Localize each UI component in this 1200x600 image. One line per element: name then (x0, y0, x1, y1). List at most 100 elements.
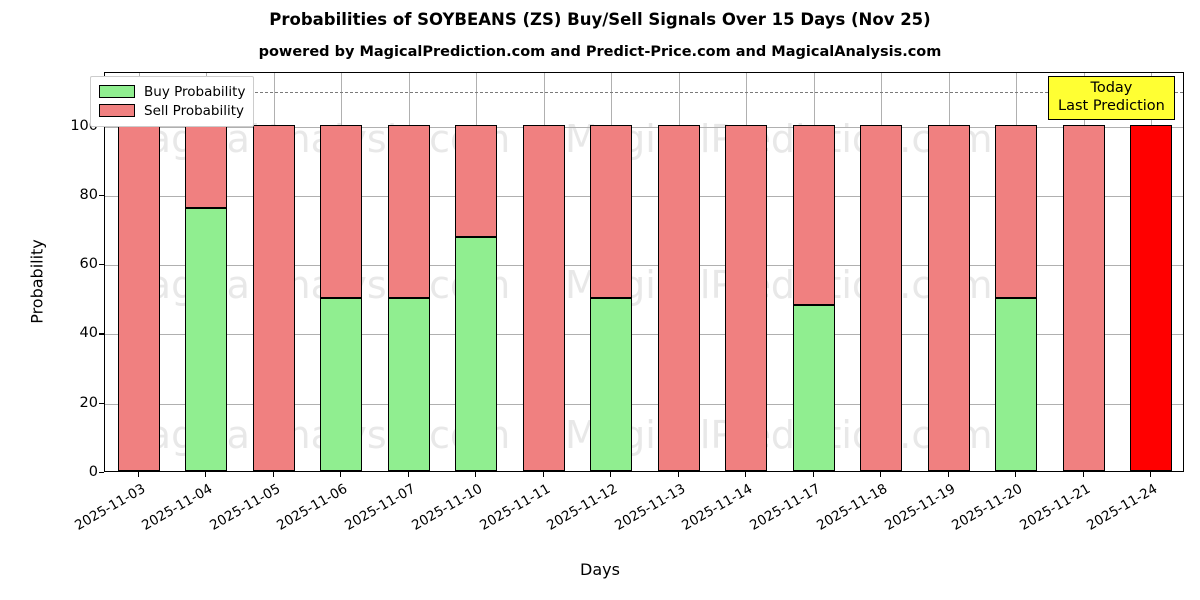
x-tick-label: 2025-11-07 (341, 480, 418, 534)
bar-group[interactable] (252, 73, 295, 471)
x-tick-label: 2025-11-06 (274, 480, 351, 534)
gridline-horizontal (105, 265, 1183, 267)
today-annotation: Today Last Prediction (1048, 76, 1175, 121)
bar-segment-buy[interactable] (185, 207, 228, 471)
x-tick-mark (610, 472, 612, 477)
bar-group[interactable] (657, 73, 700, 471)
bar-segment-buy[interactable] (320, 297, 363, 471)
bar-segment-sell[interactable] (725, 124, 768, 471)
gridline-horizontal (105, 195, 1183, 197)
y-tick-mark (99, 194, 104, 197)
y-tick-mark (99, 333, 104, 335)
bar-segment-sell[interactable] (792, 124, 835, 305)
bar-segment-buy[interactable] (455, 237, 498, 471)
legend-item-sell: Sell Probability (99, 101, 245, 120)
bar-group[interactable] (185, 73, 228, 471)
y-tick-label: 0 (88, 464, 98, 480)
y-tick-mark (99, 264, 104, 266)
bar-group[interactable] (725, 73, 768, 471)
bar-segment-sell[interactable] (185, 124, 228, 208)
x-tick-label: 2025-11-13 (611, 480, 688, 534)
x-tick-mark (880, 472, 882, 477)
bar-segment-sell[interactable] (995, 124, 1038, 298)
x-tick-label: 2025-11-18 (814, 480, 891, 534)
x-tick-label: 2025-11-17 (746, 480, 823, 534)
bar-segment-sell[interactable] (1062, 124, 1105, 471)
x-tick-label: 2025-11-14 (679, 480, 756, 534)
bar-segment-sell[interactable] (455, 124, 498, 238)
bar-group[interactable] (522, 73, 565, 471)
x-tick-mark (475, 472, 477, 477)
x-axis-label: Days (580, 560, 620, 579)
bar-segment-sell[interactable] (657, 124, 700, 471)
x-tick-label: 2025-11-24 (1084, 480, 1161, 534)
bar-segment-sell[interactable] (927, 124, 970, 471)
y-tick-mark (99, 402, 104, 404)
x-tick-mark (137, 472, 139, 477)
bar-group[interactable] (117, 73, 160, 471)
y-tick-label: 20 (79, 394, 98, 411)
x-tick-mark (407, 472, 409, 477)
y-axis-label: Probability (27, 239, 47, 324)
x-tick-label: 2025-11-05 (206, 480, 283, 534)
page-title: Probabilities of SOYBEANS (ZS) Buy/Sell … (269, 10, 931, 29)
bar-segment-sell[interactable] (590, 124, 633, 298)
bar-segment-buy[interactable] (792, 304, 835, 471)
x-tick-label: 2025-11-12 (544, 480, 621, 534)
bar-segment-sell[interactable] (320, 124, 363, 298)
threshold-dashed-line (105, 92, 1183, 94)
gridline-horizontal (105, 334, 1183, 336)
gridline-horizontal (105, 126, 1183, 128)
bar-segment-sell[interactable] (387, 124, 430, 298)
bar-group[interactable] (455, 73, 498, 471)
bar-group[interactable] (590, 73, 633, 471)
x-tick-label: 2025-11-19 (881, 480, 958, 534)
bar-segment-sell[interactable] (522, 124, 565, 471)
bar-segment-today[interactable] (1130, 124, 1173, 471)
watermark-text: MagicalAnalysis.com (115, 263, 511, 307)
gridline-horizontal (105, 403, 1183, 405)
chart-subtitle: powered by MagicalPrediction.com and Pre… (258, 44, 942, 60)
bar-group[interactable] (1062, 73, 1105, 471)
bar-group[interactable] (792, 73, 835, 471)
y-tick-label: 40 (79, 325, 98, 342)
bar-segment-sell[interactable] (252, 124, 295, 471)
x-tick-mark (1150, 472, 1152, 477)
legend-label-buy: Buy Probability (144, 83, 246, 100)
bar-segment-sell[interactable] (860, 124, 903, 471)
bar-group[interactable] (995, 73, 1038, 471)
x-tick-label: 2025-11-10 (409, 480, 486, 534)
bar-group[interactable] (860, 73, 903, 471)
chart-legend: Buy Probability Sell Probability (90, 76, 255, 127)
x-tick-label: 2025-11-21 (1016, 480, 1093, 534)
bar-group[interactable] (927, 73, 970, 471)
watermark-text: MagicalAnalysis.com (115, 413, 511, 457)
x-tick-mark (542, 472, 544, 477)
bar-group[interactable] (1130, 73, 1173, 471)
x-tick-mark (1082, 472, 1084, 477)
bar-group[interactable] (387, 73, 430, 471)
legend-label-sell: Sell Probability (144, 102, 245, 119)
y-tick-label: 80 (79, 186, 98, 203)
x-tick-mark (947, 472, 949, 477)
bar-segment-buy[interactable] (387, 297, 430, 471)
x-tick-label: 2025-11-03 (71, 480, 148, 534)
bar-group[interactable] (320, 73, 363, 471)
x-tick-mark (272, 472, 274, 477)
y-axis-ticks: 0 20 40 60 80 100 (44, 72, 98, 480)
today-annotation-line1: Today (1090, 80, 1133, 96)
legend-swatch-buy (99, 85, 135, 98)
x-tick-mark (340, 472, 342, 477)
bar-segment-buy[interactable] (590, 297, 633, 471)
legend-swatch-sell (99, 104, 135, 117)
x-tick-mark (205, 472, 207, 477)
x-tick-label: 2025-11-04 (139, 480, 216, 534)
legend-item-buy: Buy Probability (99, 82, 245, 101)
bar-segment-buy[interactable] (995, 297, 1038, 471)
x-tick-mark (745, 472, 747, 477)
x-tick-mark (1015, 472, 1017, 477)
today-annotation-line2: Last Prediction (1058, 97, 1165, 114)
bar-segment-sell[interactable] (117, 124, 160, 471)
x-tick-mark (677, 472, 679, 477)
